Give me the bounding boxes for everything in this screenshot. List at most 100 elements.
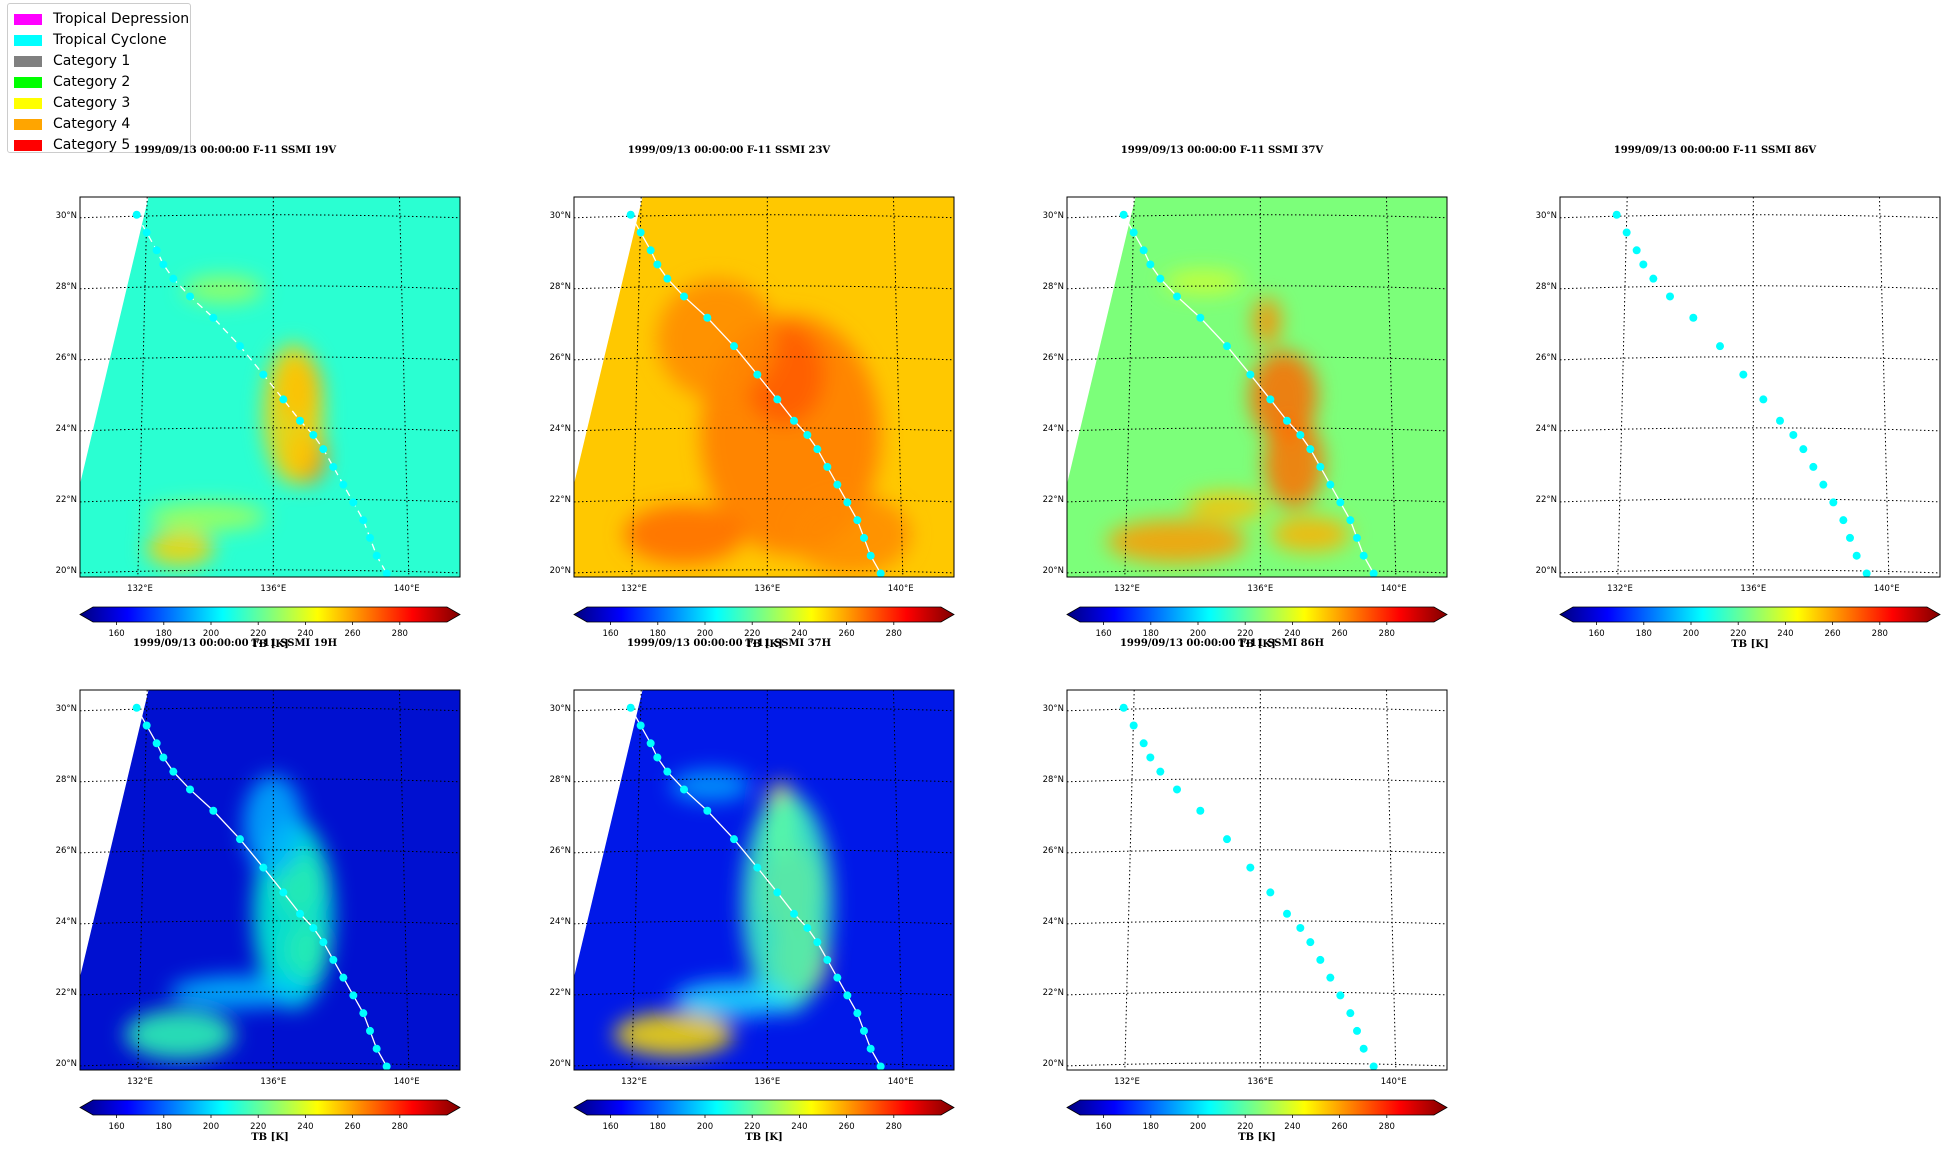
latitude-line xyxy=(80,356,460,361)
tb-hotspot xyxy=(1270,516,1351,553)
lat-tick-label: 24°N xyxy=(550,424,571,434)
colorbar-label: TB [K] xyxy=(745,639,783,650)
map-area xyxy=(574,197,954,577)
lat-tick-label: 20°N xyxy=(1043,566,1064,576)
lon-tick-label: 140°E xyxy=(1874,584,1900,594)
map-plot: 20°N 22°N 24°N 26°N 28°N 30°N 132°E 136°E 140°E 1… xyxy=(1043,689,1448,1132)
legend-label: Category 2 xyxy=(53,74,131,90)
track-point xyxy=(653,260,662,269)
lat-tick-label: 30°N xyxy=(550,704,571,714)
track-point xyxy=(703,313,712,322)
tb-hotspot xyxy=(263,343,324,484)
latitude-line xyxy=(1067,707,1447,712)
colorbar-tick-label: 280 xyxy=(1872,629,1888,639)
lat-tick-label: 24°N xyxy=(1043,917,1064,927)
panel-title: 1999/09/13 00:00:00 F-11 SSMI 19H xyxy=(132,638,338,649)
panel-title: 1999/09/13 00:00:00 F-11 SSMI 37V xyxy=(1120,145,1324,156)
legend-item: Category 1 xyxy=(14,51,130,71)
track-point xyxy=(1336,991,1345,1000)
colorbar-tick-label: 240 xyxy=(791,1122,807,1132)
map-frame xyxy=(573,196,955,578)
colorbar-tick-label: 260 xyxy=(838,1122,854,1132)
legend-item: Category 2 xyxy=(14,72,130,92)
lat-tick-label: 22°N xyxy=(1536,495,1557,505)
track-point xyxy=(329,955,338,964)
colorbar: 160 180 200 220 240 260 280 xyxy=(79,1099,461,1132)
lat-tick-label: 28°N xyxy=(550,775,571,785)
lat-tick-label: 26°N xyxy=(1043,353,1064,363)
colorbar-tick-label: 220 xyxy=(250,1122,266,1132)
colorbar-tick-label: 200 xyxy=(203,1122,219,1132)
latitude-line xyxy=(80,285,460,290)
track-point xyxy=(1666,292,1674,301)
colorbar-label: TB [K] xyxy=(1731,639,1769,650)
colorbar-gradient xyxy=(1066,606,1448,623)
track-point xyxy=(279,395,288,404)
colorbar-tick-label: 240 xyxy=(1284,629,1300,639)
tb-hotspot xyxy=(125,1009,235,1060)
track-point xyxy=(860,1026,868,1035)
colorbar: 160 180 200 220 240 260 280 xyxy=(79,606,461,639)
latitude-line xyxy=(574,214,954,219)
colorbar-tick-label: 240 xyxy=(1777,629,1793,639)
map-panel-86h: 1999/09/13 00:00:00 F-11 SSMI 86H 20°N 22°… xyxy=(987,638,1457,1143)
colorbar-tick-label: 220 xyxy=(744,629,760,639)
graticule xyxy=(1560,197,1940,577)
track-point xyxy=(803,430,812,439)
colorbar-gradient xyxy=(573,606,955,623)
track-point xyxy=(309,430,318,439)
track-point xyxy=(773,395,782,404)
colorbar-tick-label: 200 xyxy=(697,629,713,639)
latitude-line xyxy=(80,778,460,783)
track-point xyxy=(1306,445,1315,454)
track-point xyxy=(1266,395,1275,404)
lat-tick-label: 28°N xyxy=(550,282,571,292)
track-point xyxy=(186,292,194,301)
legend-swatch xyxy=(14,76,42,88)
track-point xyxy=(1359,551,1368,560)
track-point xyxy=(1296,923,1305,932)
lat-tick-label: 24°N xyxy=(56,917,77,927)
track-point xyxy=(1223,835,1231,844)
lat-tick-label: 26°N xyxy=(1043,846,1064,856)
graticule xyxy=(80,197,460,577)
track-point xyxy=(1326,973,1335,982)
legend-swatch xyxy=(14,13,42,25)
latitude-line xyxy=(1067,498,1447,503)
lat-tick-label: 20°N xyxy=(550,1059,571,1069)
colorbar-tick-label: 180 xyxy=(156,629,172,639)
latitude-line xyxy=(574,849,954,854)
lon-tick-label: 136°E xyxy=(1740,584,1766,594)
latitude-line xyxy=(1067,920,1447,925)
track-point xyxy=(853,516,862,525)
track-point xyxy=(680,292,688,301)
track-point xyxy=(279,888,288,897)
track-point xyxy=(1799,445,1808,454)
tb-hotspot xyxy=(674,980,794,1017)
colorbar-tick-label: 160 xyxy=(602,629,618,639)
panel-title: 1999/09/13 00:00:00 F-11 SSMI 86V xyxy=(1613,145,1817,156)
colorbar-tick-label: 240 xyxy=(297,629,313,639)
lat-tick-label: 30°N xyxy=(1043,211,1064,221)
track-point xyxy=(329,462,338,471)
panel-title: 1999/09/13 00:00:00 F-11 SSMI 19V xyxy=(133,145,337,156)
track-point xyxy=(843,498,852,507)
longitude-line xyxy=(1124,690,1135,1070)
track-point xyxy=(236,342,244,351)
colorbar-tick-label: 240 xyxy=(791,629,807,639)
legend-label: Category 1 xyxy=(53,53,131,69)
lon-tick-label: 136°E xyxy=(260,1077,286,1087)
track-point xyxy=(1129,721,1138,730)
colorbar-tick-label: 160 xyxy=(602,1122,618,1132)
colorbar-tick-label: 200 xyxy=(697,1122,713,1132)
lon-tick-label: 140°E xyxy=(1381,1077,1407,1087)
track-point xyxy=(1612,210,1621,219)
legend-item: Tropical Cyclone xyxy=(14,30,167,50)
lat-tick-label: 22°N xyxy=(56,988,77,998)
colorbar-tick-label: 280 xyxy=(886,629,902,639)
latitude-line xyxy=(80,214,460,219)
colorbar-tick-label: 160 xyxy=(1588,629,1604,639)
longitude-line xyxy=(631,690,642,1070)
legend-swatch xyxy=(14,34,42,46)
map-frame xyxy=(573,689,955,1071)
